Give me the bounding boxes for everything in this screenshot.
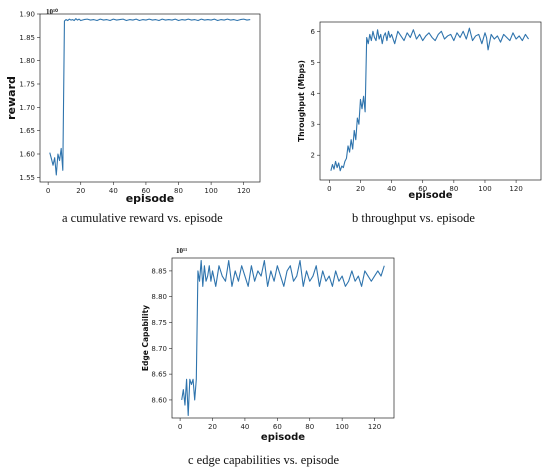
y-tick-label: 1.90 bbox=[19, 11, 35, 19]
series-line bbox=[330, 27, 530, 172]
y-tick-label: 8.75 bbox=[151, 319, 167, 327]
x-axis-label: episode bbox=[126, 192, 175, 205]
y-tick-label: 3 bbox=[311, 121, 315, 129]
x-tick-label: 60 bbox=[141, 187, 150, 195]
panel-a-caption: a cumulative reward vs. episode bbox=[62, 211, 223, 225]
x-tick-label: 100 bbox=[478, 185, 491, 193]
x-tick-label: 80 bbox=[449, 185, 458, 193]
series-line bbox=[49, 18, 251, 176]
y-tick-label: 2 bbox=[311, 152, 315, 160]
panel-c-caption: c edge capabilities vs. episode bbox=[188, 453, 339, 467]
x-tick-label: 40 bbox=[387, 185, 396, 193]
panel-a-scale-label: 10¹⁰ bbox=[46, 8, 58, 16]
plot-frame bbox=[39, 13, 261, 183]
y-tick-label: 8.60 bbox=[151, 396, 167, 404]
panel-c: 10¹¹ c edge capabilities vs. episode 0 20… bbox=[141, 247, 395, 467]
x-tick-label: 0 bbox=[178, 423, 182, 431]
series-line bbox=[181, 260, 385, 416]
y-axis-label: reward bbox=[5, 76, 18, 120]
x-tick-label: 100 bbox=[335, 423, 348, 431]
y-axis-label: Throughput (Mbps) bbox=[297, 60, 306, 142]
y-tick-label: 5 bbox=[311, 59, 315, 67]
x-tick-label: 20 bbox=[208, 423, 217, 431]
y-tick-label: 8.85 bbox=[151, 267, 167, 275]
x-tick-label: 80 bbox=[305, 423, 314, 431]
x-tick-label: 40 bbox=[109, 187, 118, 195]
x-tick-label: 60 bbox=[418, 185, 427, 193]
y-tick-label: 1.85 bbox=[19, 34, 35, 42]
y-tick-label: 6 bbox=[311, 28, 316, 36]
y-tick-label: 8.65 bbox=[151, 371, 167, 379]
x-tick-label: 20 bbox=[76, 187, 85, 195]
x-axis-label: episode bbox=[408, 190, 452, 201]
y-tick-label: 1.65 bbox=[19, 127, 35, 135]
panel-c-scale-label: 10¹¹ bbox=[176, 247, 187, 255]
y-tick-label: 4 bbox=[311, 90, 316, 98]
x-tick-label: 20 bbox=[356, 185, 365, 193]
y-axis-label: Edge Capability bbox=[141, 305, 150, 371]
y-tick-label: 1.70 bbox=[19, 104, 35, 112]
x-tick-label: 100 bbox=[204, 187, 217, 195]
x-tick-label: 80 bbox=[174, 187, 183, 195]
plot-frame bbox=[319, 21, 542, 181]
plot-frame bbox=[171, 257, 395, 419]
panel-b: b throughput vs. episode 0 20 40 60 80 100 120… bbox=[297, 21, 542, 225]
x-tick-label: 120 bbox=[237, 187, 250, 195]
x-tick-label: 120 bbox=[368, 423, 381, 431]
x-tick-label: 0 bbox=[327, 185, 331, 193]
y-tick-label: 8.80 bbox=[151, 293, 167, 301]
panel-a: 10¹⁰ a cumulative reward vs. episode 0 20… bbox=[5, 8, 261, 225]
y-tick-label: 1.60 bbox=[19, 151, 35, 159]
panel-b-caption: b throughput vs. episode bbox=[352, 211, 475, 225]
y-tick-label: 8.70 bbox=[151, 345, 167, 353]
x-tick-label: 0 bbox=[46, 187, 50, 195]
x-tick-label: 60 bbox=[273, 423, 282, 431]
x-tick-label: 120 bbox=[509, 185, 522, 193]
y-tick-label: 1.55 bbox=[19, 174, 35, 182]
x-axis-label: episode bbox=[261, 432, 305, 443]
x-tick-label: 40 bbox=[240, 423, 249, 431]
y-tick-label: 1.75 bbox=[19, 81, 35, 89]
y-tick-label: 1.80 bbox=[19, 57, 35, 65]
